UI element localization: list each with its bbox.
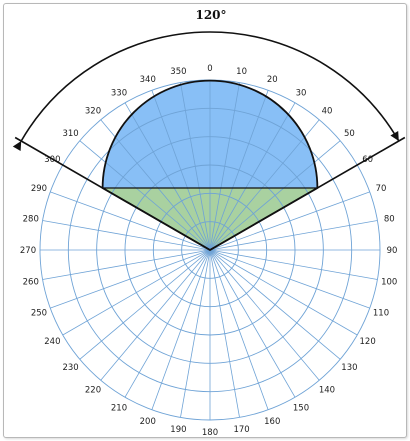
grid-spoke (180, 249, 211, 418)
angle-tick-label: 320 (85, 107, 101, 117)
grid-spoke (124, 249, 211, 398)
angle-tick-label: 220 (85, 385, 101, 395)
grid-spoke (209, 249, 320, 381)
grid-spoke (209, 140, 341, 251)
grid-spoke (100, 119, 211, 251)
angle-tick-label: 30 (296, 88, 307, 98)
angle-tick-label: 210 (111, 404, 127, 414)
angle-tick-label: 300 (44, 155, 60, 165)
angle-tick-label: 250 (31, 308, 47, 318)
grid-spoke (209, 191, 370, 251)
grid-spoke (209, 249, 378, 280)
polar-grid (39, 79, 381, 421)
grid-spoke (151, 90, 211, 251)
angle-tick-label: 80 (384, 214, 395, 224)
angle-tick-label: 330 (111, 88, 127, 98)
angle-tick-label: 200 (140, 417, 156, 427)
angle-tick-label: 340 (140, 75, 156, 85)
angle-tick-label: 70 (376, 184, 387, 194)
grid-spoke (42, 220, 211, 251)
angle-tick-label: 20 (267, 75, 278, 85)
grid-spoke (209, 102, 296, 251)
angle-tick-label: 0 (207, 64, 212, 74)
angle-tick-label: 350 (170, 67, 186, 77)
grid-spoke (209, 82, 240, 251)
polar-coverage-diagram: 0 10 20 30 40 50 60 70 80 90 100 110 120 130 140 150 160… (12, 8, 406, 438)
grid-spoke (209, 249, 358, 336)
grid-spoke (209, 249, 341, 360)
grid-spoke (209, 119, 320, 251)
angle-tick-label: 260 (23, 278, 39, 288)
angle-tick-label: 110 (373, 308, 389, 318)
angle-tick-label: 270 (20, 246, 36, 256)
arc-arrow-right (390, 130, 399, 141)
grid-spoke (79, 140, 211, 251)
grid-spoke (209, 90, 269, 251)
angle-tick-label: 140 (319, 385, 335, 395)
grid-spoke (209, 249, 240, 418)
angle-tick-label: 170 (233, 425, 249, 435)
angle-tick-label: 310 (62, 129, 78, 139)
grid-spoke (209, 220, 378, 251)
angle-tick-label: 280 (23, 214, 39, 224)
grid-spoke (42, 249, 211, 280)
grid-spoke (62, 249, 211, 336)
grid-spoke (180, 82, 211, 251)
grid-spoke (209, 249, 370, 309)
angle-tick-label: 100 (381, 278, 397, 288)
grid-spoke (151, 249, 211, 410)
grid-spoke (209, 249, 296, 398)
grid-spoke (209, 249, 269, 410)
angle-tick-label: 40 (322, 107, 333, 117)
angle-tick-label: 60 (362, 155, 373, 165)
grid-spoke (79, 249, 211, 360)
coverage-outline (101, 79, 319, 252)
angle-tick-label: 90 (387, 246, 398, 256)
angle-tick-label: 240 (44, 337, 60, 347)
angle-tick-label: 120 (360, 337, 376, 347)
angle-label: 120° (195, 8, 226, 22)
angle-tick-label: 130 (341, 363, 357, 373)
grid-spoke (50, 249, 211, 309)
angle-tick-label: 50 (344, 129, 355, 139)
angle-tick-label: 150 (293, 404, 309, 414)
beam-edge-left (14, 136, 211, 251)
diagram-frame: 0 10 20 30 40 50 60 70 80 90 100 110 120 130 140 150 160… (3, 3, 407, 438)
grid-spoke (100, 249, 211, 381)
angle-tick-label: 230 (62, 363, 78, 373)
angle-labels: 0 10 20 30 40 50 60 70 80 90 100 110 120 130 140 150 160… (20, 64, 398, 438)
angle-tick-label: 180 (202, 428, 218, 438)
angle-arc (20, 31, 400, 142)
grid-spoke (124, 102, 211, 251)
beam-edge-right (209, 136, 406, 251)
angle-tick-label: 290 (31, 184, 47, 194)
arc-arrow-left (12, 141, 22, 152)
angle-tick-label: 190 (170, 425, 186, 435)
grid-spoke (50, 191, 211, 251)
angle-tick-label: 10 (236, 67, 247, 77)
angle-tick-label: 160 (264, 417, 280, 427)
